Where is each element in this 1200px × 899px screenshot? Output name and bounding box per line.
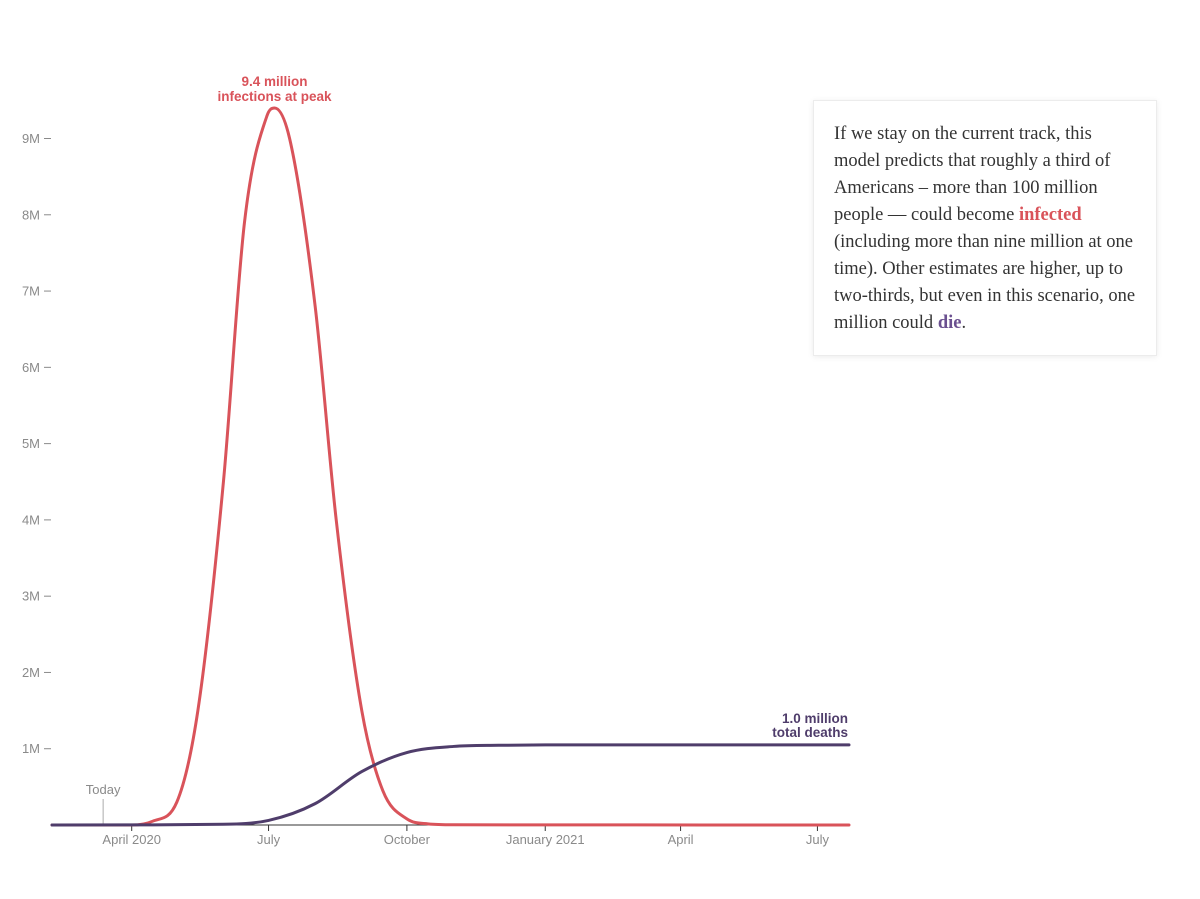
x-tick-label: October xyxy=(384,832,431,847)
callout-box: If we stay on the current track, this mo… xyxy=(813,100,1157,356)
y-tick-label: 2M xyxy=(22,665,40,680)
y-axis: 1M 2M 3M 4M 5M 6M 7M 8M 9M xyxy=(22,131,51,756)
today-marker: Today xyxy=(86,782,121,825)
x-tick-label: January 2021 xyxy=(506,832,585,847)
x-axis: April 2020 July October January 2021 April Ju… xyxy=(52,824,849,847)
infections-line xyxy=(50,106,851,827)
y-tick-label: 8M xyxy=(22,207,40,222)
y-tick-label: 7M xyxy=(22,284,40,299)
y-tick-label: 9M xyxy=(22,131,40,146)
callout-text-after: . xyxy=(961,313,967,333)
y-tick-label: 6M xyxy=(22,360,40,375)
y-tick-label: 4M xyxy=(22,512,40,527)
callout-die-word: die xyxy=(937,313,962,333)
y-tick-label: 3M xyxy=(22,589,40,604)
callout-infected-word: infected xyxy=(1018,205,1082,225)
series-layer xyxy=(50,106,851,827)
callout-text-middle: (including more than nine million at one… xyxy=(834,232,1136,333)
y-tick-label: 5M xyxy=(22,436,40,451)
callout-text-before: If we stay on the current track, this mo… xyxy=(834,124,1111,225)
deaths-annotation-line1: 1.0 million xyxy=(782,711,848,726)
peak-annotation-line1: 9.4 million xyxy=(242,74,308,89)
deaths-annotation-line2: total deaths xyxy=(772,725,848,740)
today-label: Today xyxy=(86,782,121,797)
x-tick-label: April 2020 xyxy=(102,832,161,847)
deaths-line xyxy=(50,743,851,827)
y-tick-label: 1M xyxy=(22,741,40,756)
x-tick-label: July xyxy=(257,832,281,847)
peak-annotation-line2: infections at peak xyxy=(218,89,333,104)
x-tick-label: April xyxy=(668,832,694,847)
annotations: 9.4 million infections at peak 1.0 milli… xyxy=(218,74,848,740)
x-tick-label: July xyxy=(806,832,830,847)
